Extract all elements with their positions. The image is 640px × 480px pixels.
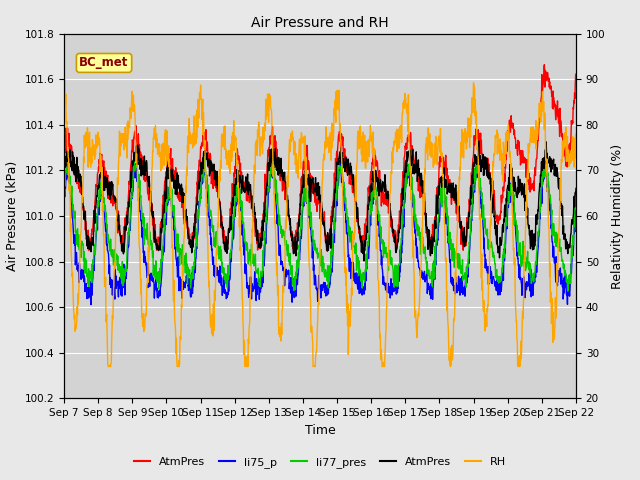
X-axis label: Time: Time: [305, 424, 335, 437]
Title: Air Pressure and RH: Air Pressure and RH: [251, 16, 389, 30]
Y-axis label: Air Pressure (kPa): Air Pressure (kPa): [6, 161, 19, 271]
Legend: AtmPres, li75_p, li77_pres, AtmPres, RH: AtmPres, li75_p, li77_pres, AtmPres, RH: [129, 452, 511, 472]
Y-axis label: Relativity Humidity (%): Relativity Humidity (%): [611, 144, 624, 288]
Text: BC_met: BC_met: [79, 57, 129, 70]
